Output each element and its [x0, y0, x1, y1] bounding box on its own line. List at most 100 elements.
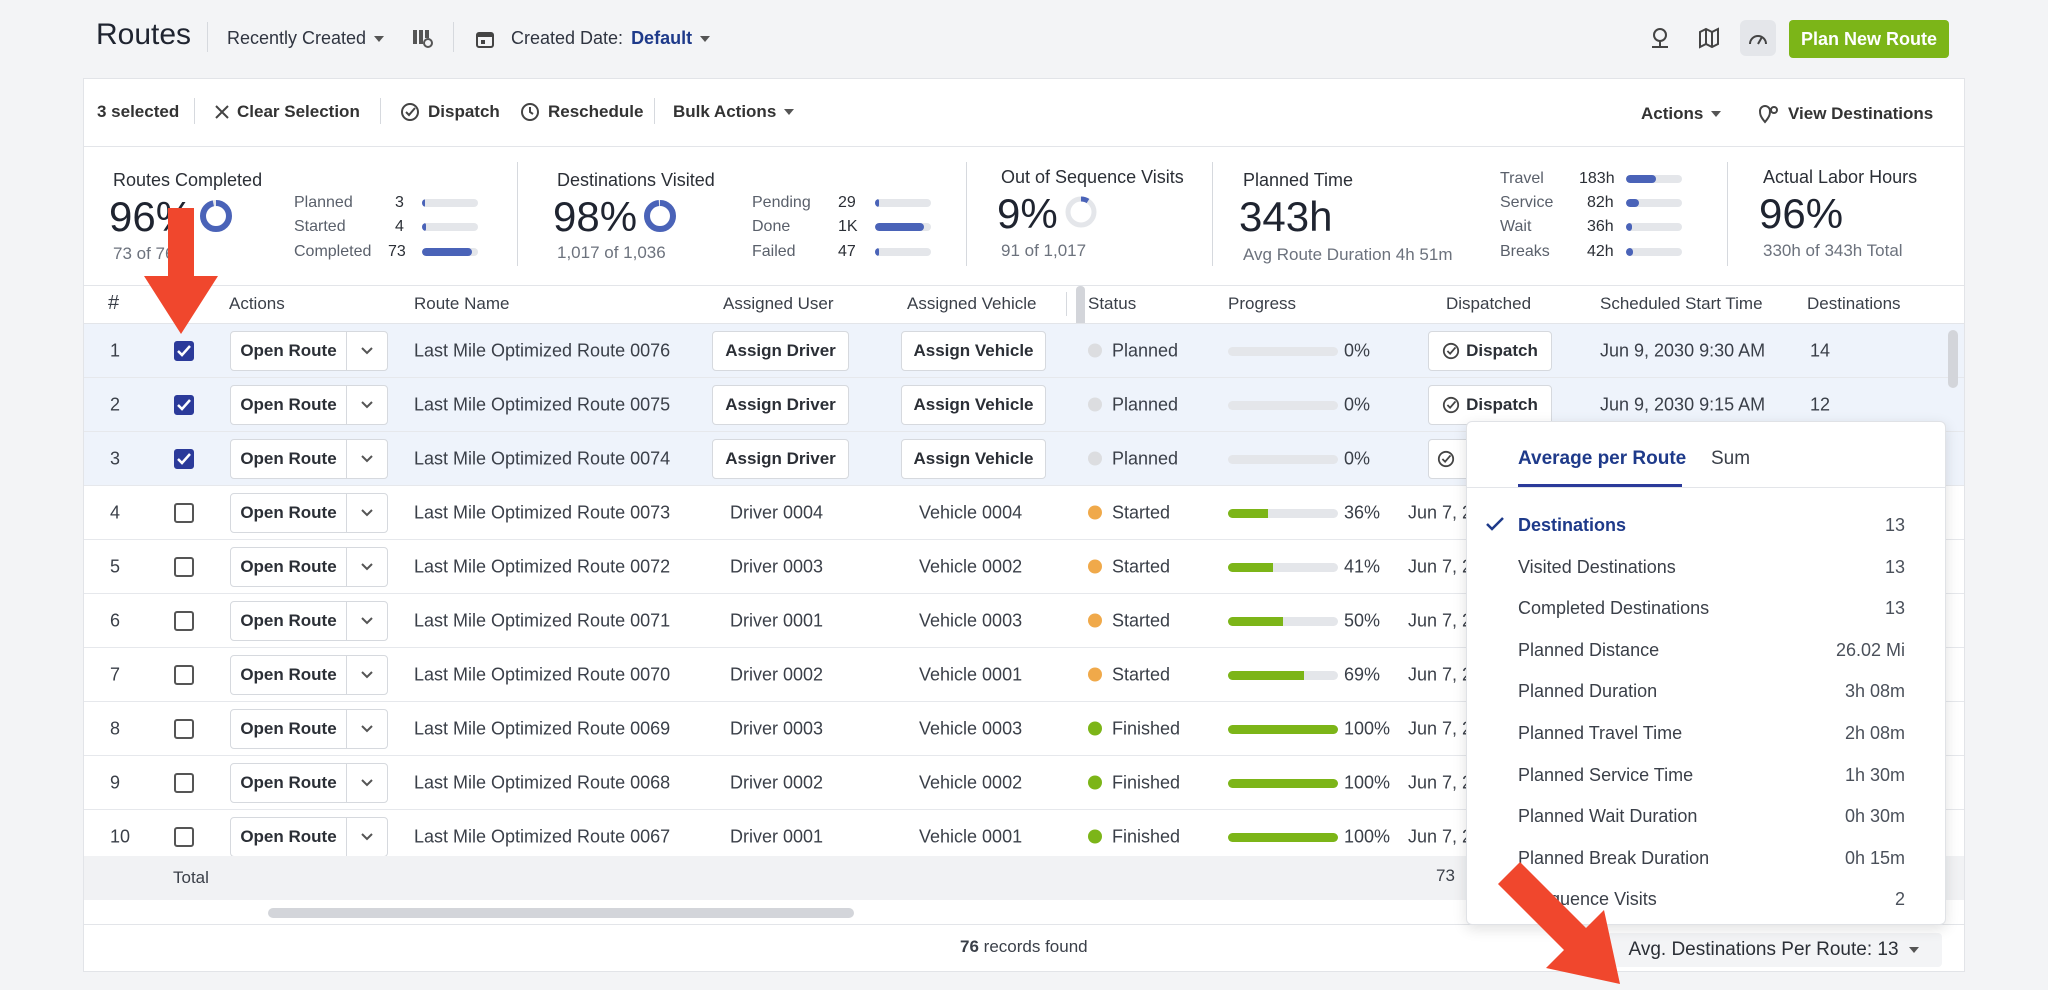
status-cell: Started — [1088, 610, 1170, 631]
horizontal-divider-handle[interactable] — [1076, 286, 1085, 342]
col-progress[interactable]: Progress — [1228, 294, 1297, 313]
chevron-down-icon[interactable] — [347, 494, 387, 532]
menu-item[interactable]: Planned Wait Duration 0h 30m — [1467, 799, 1945, 835]
chevron-down-icon[interactable] — [347, 818, 387, 856]
horizontal-scrollbar[interactable] — [268, 908, 854, 918]
chevron-down-icon[interactable] — [347, 548, 387, 586]
assigned-user: Driver 0003 — [730, 556, 824, 576]
dispatch-row-button[interactable]: Dispatch — [1428, 385, 1552, 425]
open-route-button[interactable]: Open Route — [230, 601, 388, 641]
col-destinations[interactable]: Destinations — [1807, 294, 1901, 313]
chevron-down-icon[interactable] — [347, 764, 387, 802]
row-checkbox[interactable] — [174, 503, 194, 523]
dashboard-gauge-icon[interactable] — [1740, 20, 1776, 56]
vertical-scrollbar[interactable] — [1948, 330, 1958, 388]
actions-dropdown[interactable]: Actions — [1641, 102, 1722, 126]
route-name[interactable]: Last Mile Optimized Route 0075 — [414, 394, 671, 414]
col-status[interactable]: Status — [1088, 294, 1137, 313]
route-name[interactable]: Last Mile Optimized Route 0076 — [414, 340, 671, 360]
table-row[interactable]: 1 Open Route Last Mile Optimized Route 007… — [84, 324, 1964, 378]
assign-vehicle-button[interactable]: Assign Vehicle — [901, 385, 1046, 425]
open-route-button[interactable]: Open Route — [230, 763, 388, 803]
col-dispatched[interactable]: Dispatched — [1446, 294, 1532, 313]
records-label: records found — [983, 937, 1088, 956]
col-assigned-vehicle[interactable]: Assigned Vehicle — [907, 294, 1037, 313]
sort-dropdown[interactable]: Recently Created — [227, 28, 385, 49]
chevron-down-icon[interactable] — [347, 440, 387, 478]
bulk-actions-dropdown[interactable]: Bulk Actions — [673, 100, 795, 124]
table-row[interactable]: 6 Open Route Last Mile Optimized Route 007… — [84, 594, 1964, 648]
assign-driver-button[interactable]: Assign Driver — [712, 385, 849, 425]
menu-item[interactable]: Planned Travel Time 2h 08m — [1467, 716, 1945, 752]
route-name[interactable]: Last Mile Optimized Route 0069 — [414, 718, 671, 738]
tab-sum[interactable]: Sum — [1711, 448, 1751, 469]
dispatch-row-button[interactable]: Dispatch — [1428, 331, 1552, 371]
row-checkbox[interactable] — [174, 557, 194, 577]
chevron-down-icon[interactable] — [347, 710, 387, 748]
menu-item[interactable]: Planned Break Duration 0h 15m — [1467, 841, 1945, 877]
open-route-button[interactable]: Open Route — [230, 547, 388, 587]
assign-driver-button[interactable]: Assign Driver — [712, 331, 849, 371]
table-row[interactable]: 9 Open Route Last Mile Optimized Route 006… — [84, 756, 1964, 810]
assign-vehicle-button[interactable]: Assign Vehicle — [901, 331, 1046, 371]
row-checkbox[interactable] — [174, 449, 194, 469]
table-row[interactable]: 5 Open Route Last Mile Optimized Route 007… — [84, 540, 1964, 594]
row-checkbox[interactable] — [174, 773, 194, 793]
tab-average-per-route[interactable]: Average per Route — [1518, 448, 1687, 469]
route-name[interactable]: Last Mile Optimized Route 0068 — [414, 772, 671, 792]
menu-item[interactable]: Completed Destinations 13 — [1467, 591, 1945, 627]
open-route-button[interactable]: Open Route — [230, 817, 388, 857]
route-name[interactable]: Last Mile Optimized Route 0074 — [414, 448, 671, 468]
travel-label: Travel — [1500, 170, 1544, 187]
column-resizer[interactable] — [1066, 292, 1067, 316]
location-pin-icon[interactable] — [1642, 20, 1678, 56]
col-actions[interactable]: Actions — [229, 294, 285, 313]
chevron-down-icon[interactable] — [347, 656, 387, 694]
column-settings-icon[interactable] — [404, 20, 440, 56]
chevron-down-icon[interactable] — [347, 332, 387, 370]
open-route-button[interactable]: Open Route — [230, 331, 388, 371]
route-name[interactable]: Last Mile Optimized Route 0070 — [414, 664, 671, 684]
row-checkbox[interactable] — [174, 719, 194, 739]
table-row[interactable]: 4 Open Route Last Mile Optimized Route 007… — [84, 486, 1964, 540]
dispatch-button[interactable]: Dispatch — [400, 100, 500, 124]
menu-item[interactable]: Planned Duration 3h 08m — [1467, 674, 1945, 710]
plan-new-route-button[interactable]: Plan New Route — [1789, 20, 1949, 58]
reschedule-button[interactable]: Reschedule — [520, 100, 643, 124]
open-route-button[interactable]: Open Route — [230, 385, 388, 425]
open-route-button[interactable]: Open Route — [230, 709, 388, 749]
table-row[interactable]: 7 Open Route Last Mile Optimized Route 007… — [84, 648, 1964, 702]
row-checkbox[interactable] — [174, 395, 194, 415]
table-row[interactable]: 8 Open Route Last Mile Optimized Route 006… — [84, 702, 1964, 756]
open-route-button[interactable]: Open Route — [230, 655, 388, 695]
row-checkbox[interactable] — [174, 665, 194, 685]
chevron-down-icon[interactable] — [347, 386, 387, 424]
route-name[interactable]: Last Mile Optimized Route 0073 — [414, 502, 671, 522]
open-route-button[interactable]: Open Route — [230, 493, 388, 533]
row-checkbox[interactable] — [174, 341, 194, 361]
date-filter[interactable]: Created Date: Default — [475, 28, 711, 49]
route-name[interactable]: Last Mile Optimized Route 0071 — [414, 610, 671, 630]
col-scheduled-start[interactable]: Scheduled Start Time — [1600, 294, 1763, 313]
menu-item[interactable]: Destinations 13 — [1467, 508, 1945, 544]
map-icon[interactable] — [1691, 20, 1727, 56]
view-destinations-button[interactable]: View Destinations — [1758, 102, 1933, 126]
clear-selection-button[interactable]: Clear Selection — [215, 100, 360, 124]
route-name[interactable]: Last Mile Optimized Route 0067 — [414, 826, 671, 846]
assign-driver-button[interactable]: Assign Driver — [712, 439, 849, 479]
col-route-name[interactable]: Route Name — [414, 294, 510, 313]
chevron-down-icon[interactable] — [347, 602, 387, 640]
col-assigned-user[interactable]: Assigned User — [723, 294, 834, 313]
menu-item[interactable]: Visited Destinations 13 — [1467, 550, 1945, 586]
records-found: 76 records found — [960, 937, 1088, 957]
table-row[interactable]: 2 Open Route Last Mile Optimized Route 007… — [84, 378, 1964, 432]
summary-metric-dropdown[interactable]: Avg. Destinations Per Route: 13 — [1605, 933, 1942, 967]
row-checkbox[interactable] — [174, 611, 194, 631]
route-name[interactable]: Last Mile Optimized Route 0072 — [414, 556, 671, 576]
menu-item[interactable]: Planned Distance 26.02 Mi — [1467, 633, 1945, 669]
open-route-button[interactable]: Open Route — [230, 439, 388, 479]
assign-vehicle-button[interactable]: Assign Vehicle — [901, 439, 1046, 479]
row-checkbox[interactable] — [174, 827, 194, 847]
status-dot-icon — [1088, 343, 1102, 358]
menu-item[interactable]: Planned Service Time 1h 30m — [1467, 758, 1945, 794]
